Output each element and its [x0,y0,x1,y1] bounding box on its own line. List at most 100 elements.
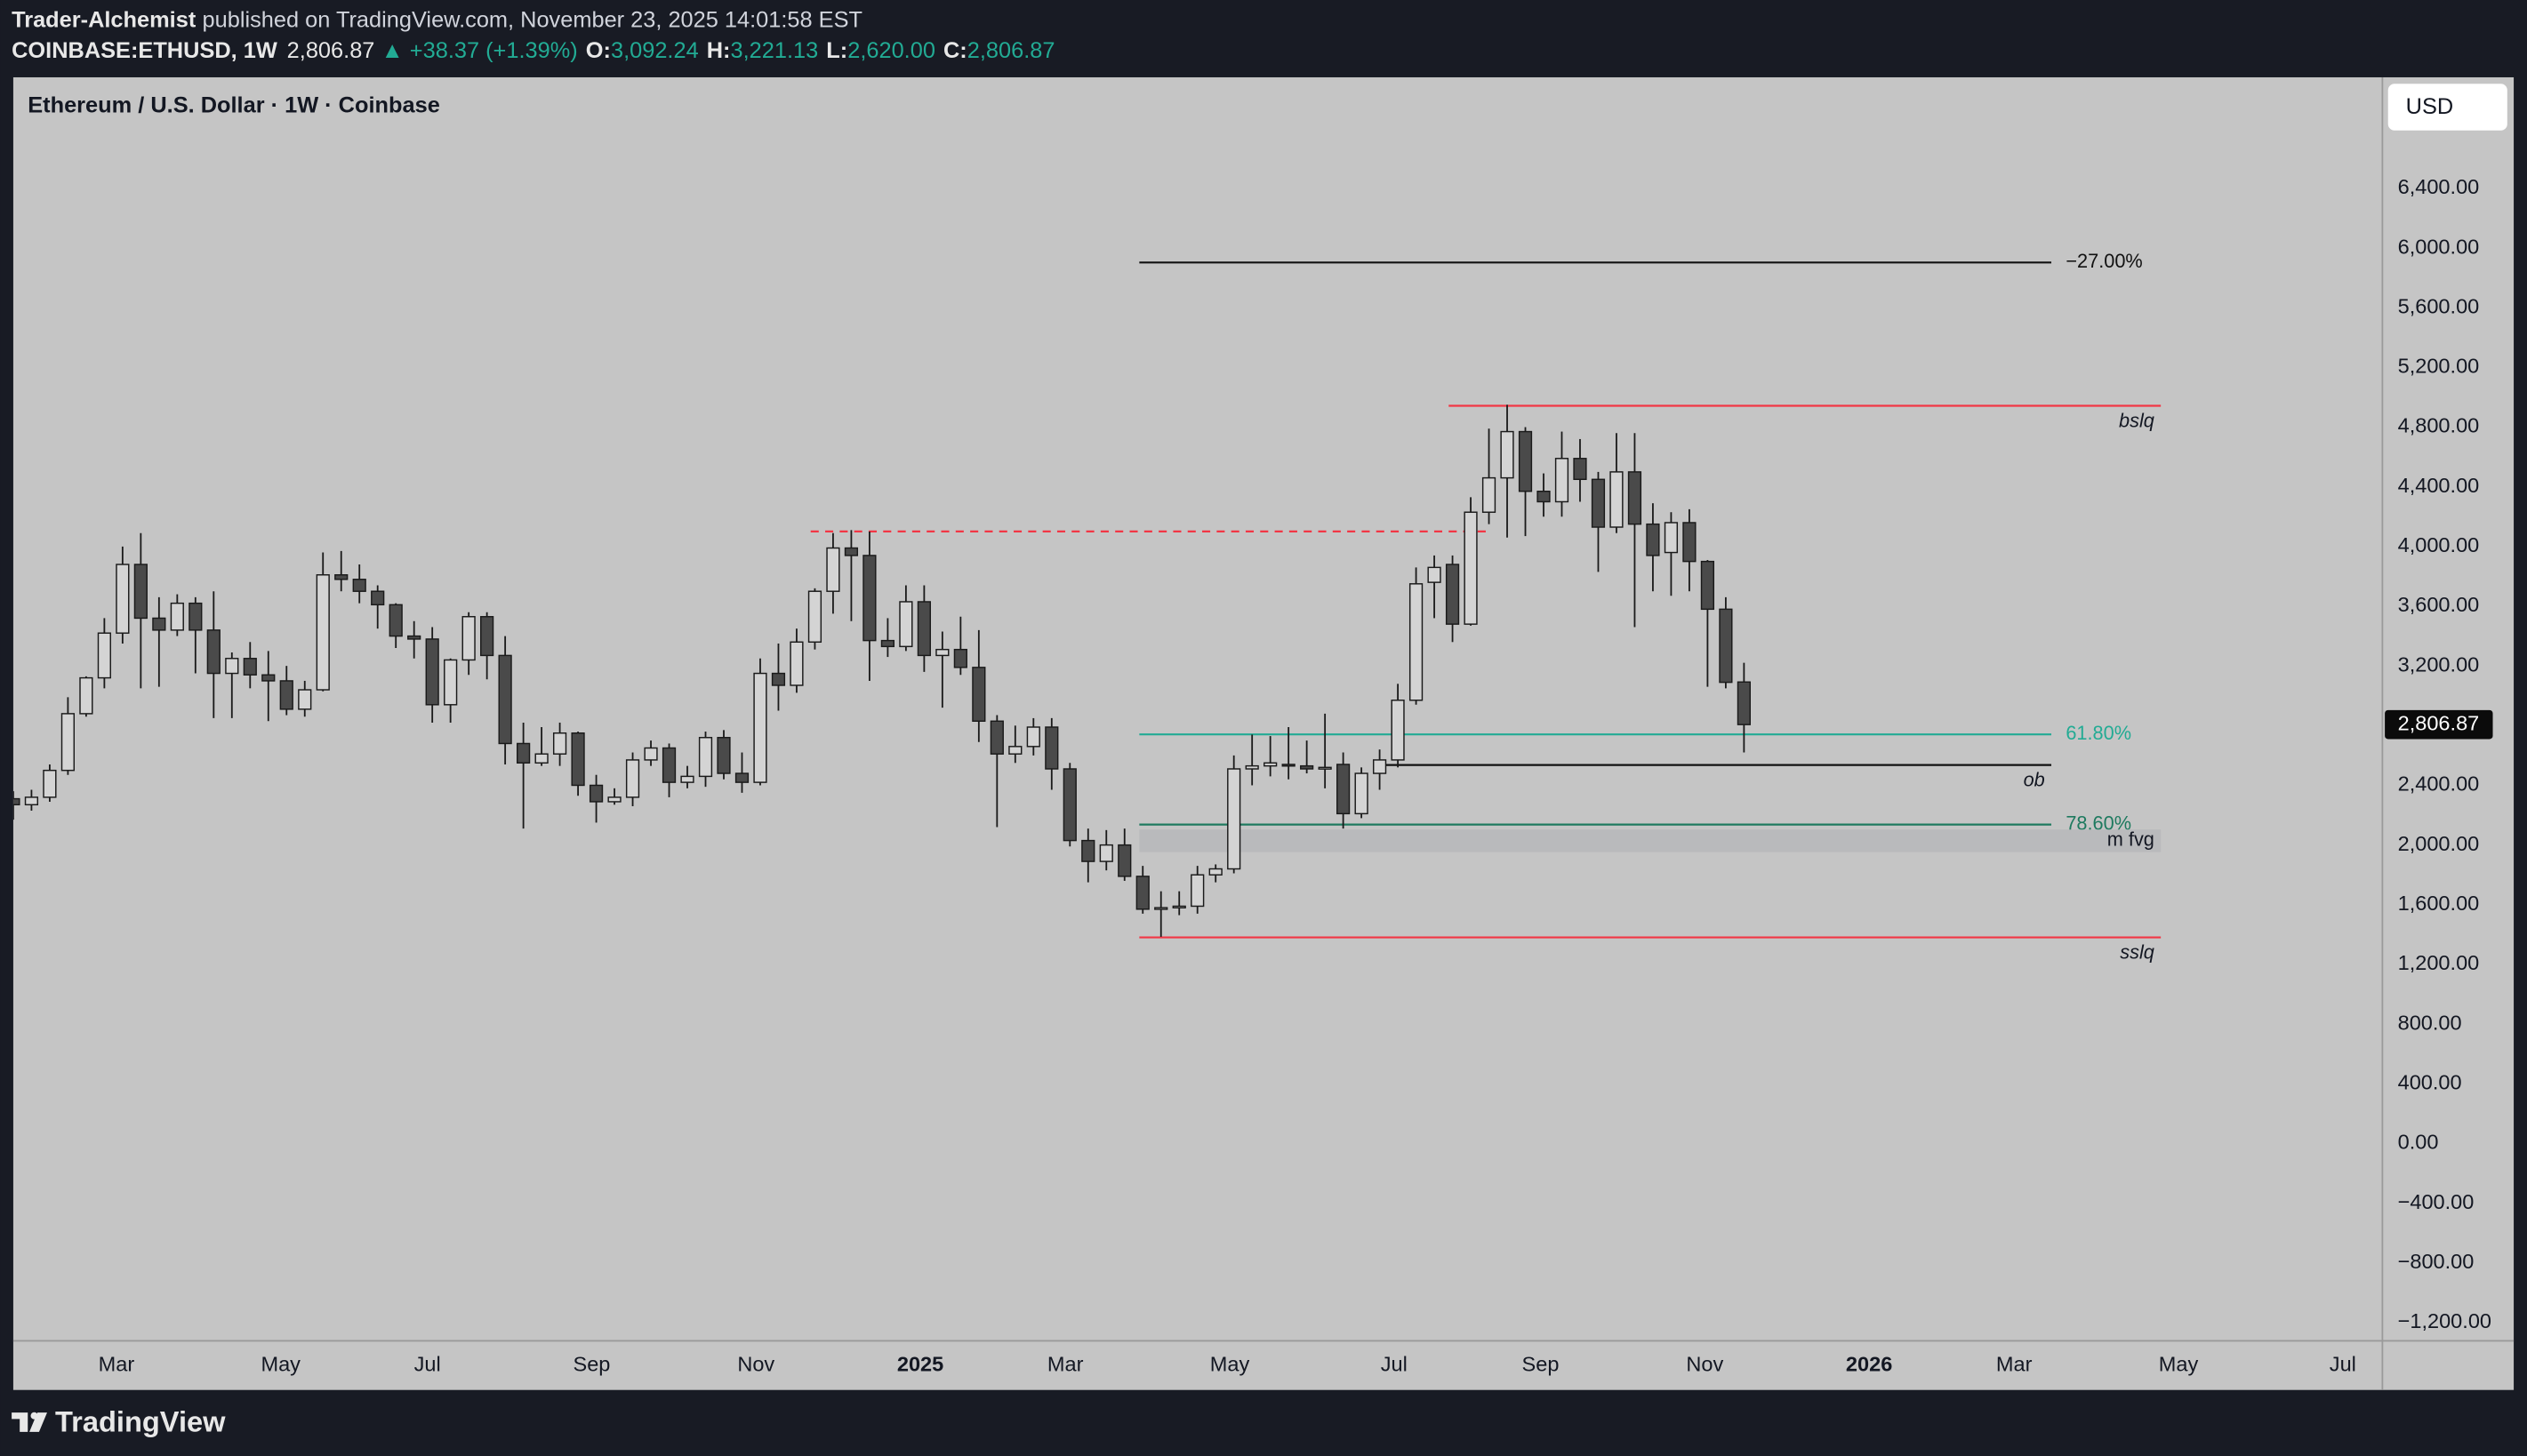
brand: TradingView [55,1404,226,1437]
x-tick-label: Nov [737,1353,774,1376]
candle-up [43,769,57,798]
zone-label: m fvg [2107,828,2154,851]
y-tick-label: −400.00 [2398,1190,2475,1213]
y-tick-label: 1,600.00 [2398,892,2480,915]
candle-down [480,616,494,657]
candle-up [790,641,804,686]
candle-down [189,602,203,631]
y-tick-label: 3,200.00 [2398,652,2480,676]
candle-up [1245,764,1259,770]
candle-up [552,732,567,755]
candle-up [1191,874,1205,908]
y-tick-label: 2,000.00 [2398,832,2480,855]
candle-up [1500,430,1514,479]
candle-up [1372,759,1387,774]
x-tick-label: 2025 [897,1353,943,1376]
candle-up [680,775,694,783]
candle-down [862,555,877,642]
candle-down [261,674,276,682]
candle-down [1445,564,1460,625]
y-tick-label: 6,400.00 [2398,175,2480,198]
x-tick-label: Jul [414,1353,441,1376]
candle-down [1063,768,1077,842]
candle-up [170,602,184,631]
ohlc-key: O: [586,38,611,63]
candle-up [1154,907,1168,910]
x-tick-label: Nov [1686,1353,1723,1376]
candle-down [589,784,604,803]
candle-down [1719,608,1733,684]
x-tick-label: Jul [1381,1353,1408,1376]
candle-down [371,590,385,606]
candle-up [1664,522,1679,554]
x-tick-label: Mar [99,1353,135,1376]
level-label: ob [2024,769,2045,791]
candle-up [1099,844,1113,862]
candle-up [935,648,950,657]
candle-down [352,579,366,592]
candle-up [698,737,713,778]
candle-down [498,654,512,745]
symbol: COINBASE:ETHUSD, 1W [12,38,277,63]
y-tick-label: 4,400.00 [2398,474,2480,497]
candle-down [206,629,221,675]
candle-up [534,753,549,764]
candle-down [717,737,731,774]
candle-up [298,689,312,710]
candle-down [279,680,293,710]
candle-down [571,732,585,787]
candle-up [1464,511,1478,625]
candle-down [1135,876,1150,910]
candle-up [607,796,622,803]
candle-down [1591,478,1606,528]
candle-up [625,759,640,798]
x-tick-label: 2026 [1846,1353,1892,1376]
x-tick-label: Jul [2330,1353,2356,1376]
candle-down [1573,458,1587,481]
candle-down [917,601,931,657]
y-tick-label: 800.00 [2398,1011,2462,1034]
ohlc-key: H: [707,38,731,63]
level-label: −27.00% [2066,250,2142,272]
candle-down [880,639,895,648]
candle-down [662,747,677,783]
candle-down [1646,523,1660,556]
y-tick-label: 4,800.00 [2398,414,2480,437]
last-price-box [2385,709,2493,740]
candle-up [753,672,767,783]
candle-up [1172,905,1186,909]
currency-label[interactable]: USD [2406,94,2454,119]
x-tick-label: Sep [573,1353,610,1376]
x-tick-label: Mar [1996,1353,2033,1376]
candle-up [116,564,130,634]
candle-down [1336,764,1351,815]
candle-up [1554,458,1569,503]
candle-down [1682,522,1697,563]
publish-info: Trader-Alchemist published on TradingView… [12,7,862,32]
ohlc-value: 2,620.00 [847,38,935,63]
level-label: −61.80% [2066,56,2142,78]
candle-down [407,635,421,640]
candle-down [1536,490,1551,503]
candle-up [79,676,93,715]
candle-down [1118,844,1132,877]
candle-up [1354,772,1368,815]
ohlc-value: 3,092.24 [611,38,699,63]
x-tick-label: May [2159,1353,2199,1376]
candle-up [444,659,458,706]
candle-down [1281,764,1296,767]
candle-down [953,648,967,668]
candle-up [461,616,476,661]
ohlc-key: C: [943,38,967,63]
candle-down [1300,764,1314,770]
candle-down [425,638,439,706]
candle-down [1081,839,1095,862]
candle-up [1391,700,1405,761]
logo-icon [12,1412,47,1432]
candle-down [1700,560,1715,611]
currency-button[interactable] [2387,84,2507,131]
candle-down [1627,471,1642,525]
candle-down [1045,726,1059,770]
y-tick-label: 4,000.00 [2398,533,2480,556]
